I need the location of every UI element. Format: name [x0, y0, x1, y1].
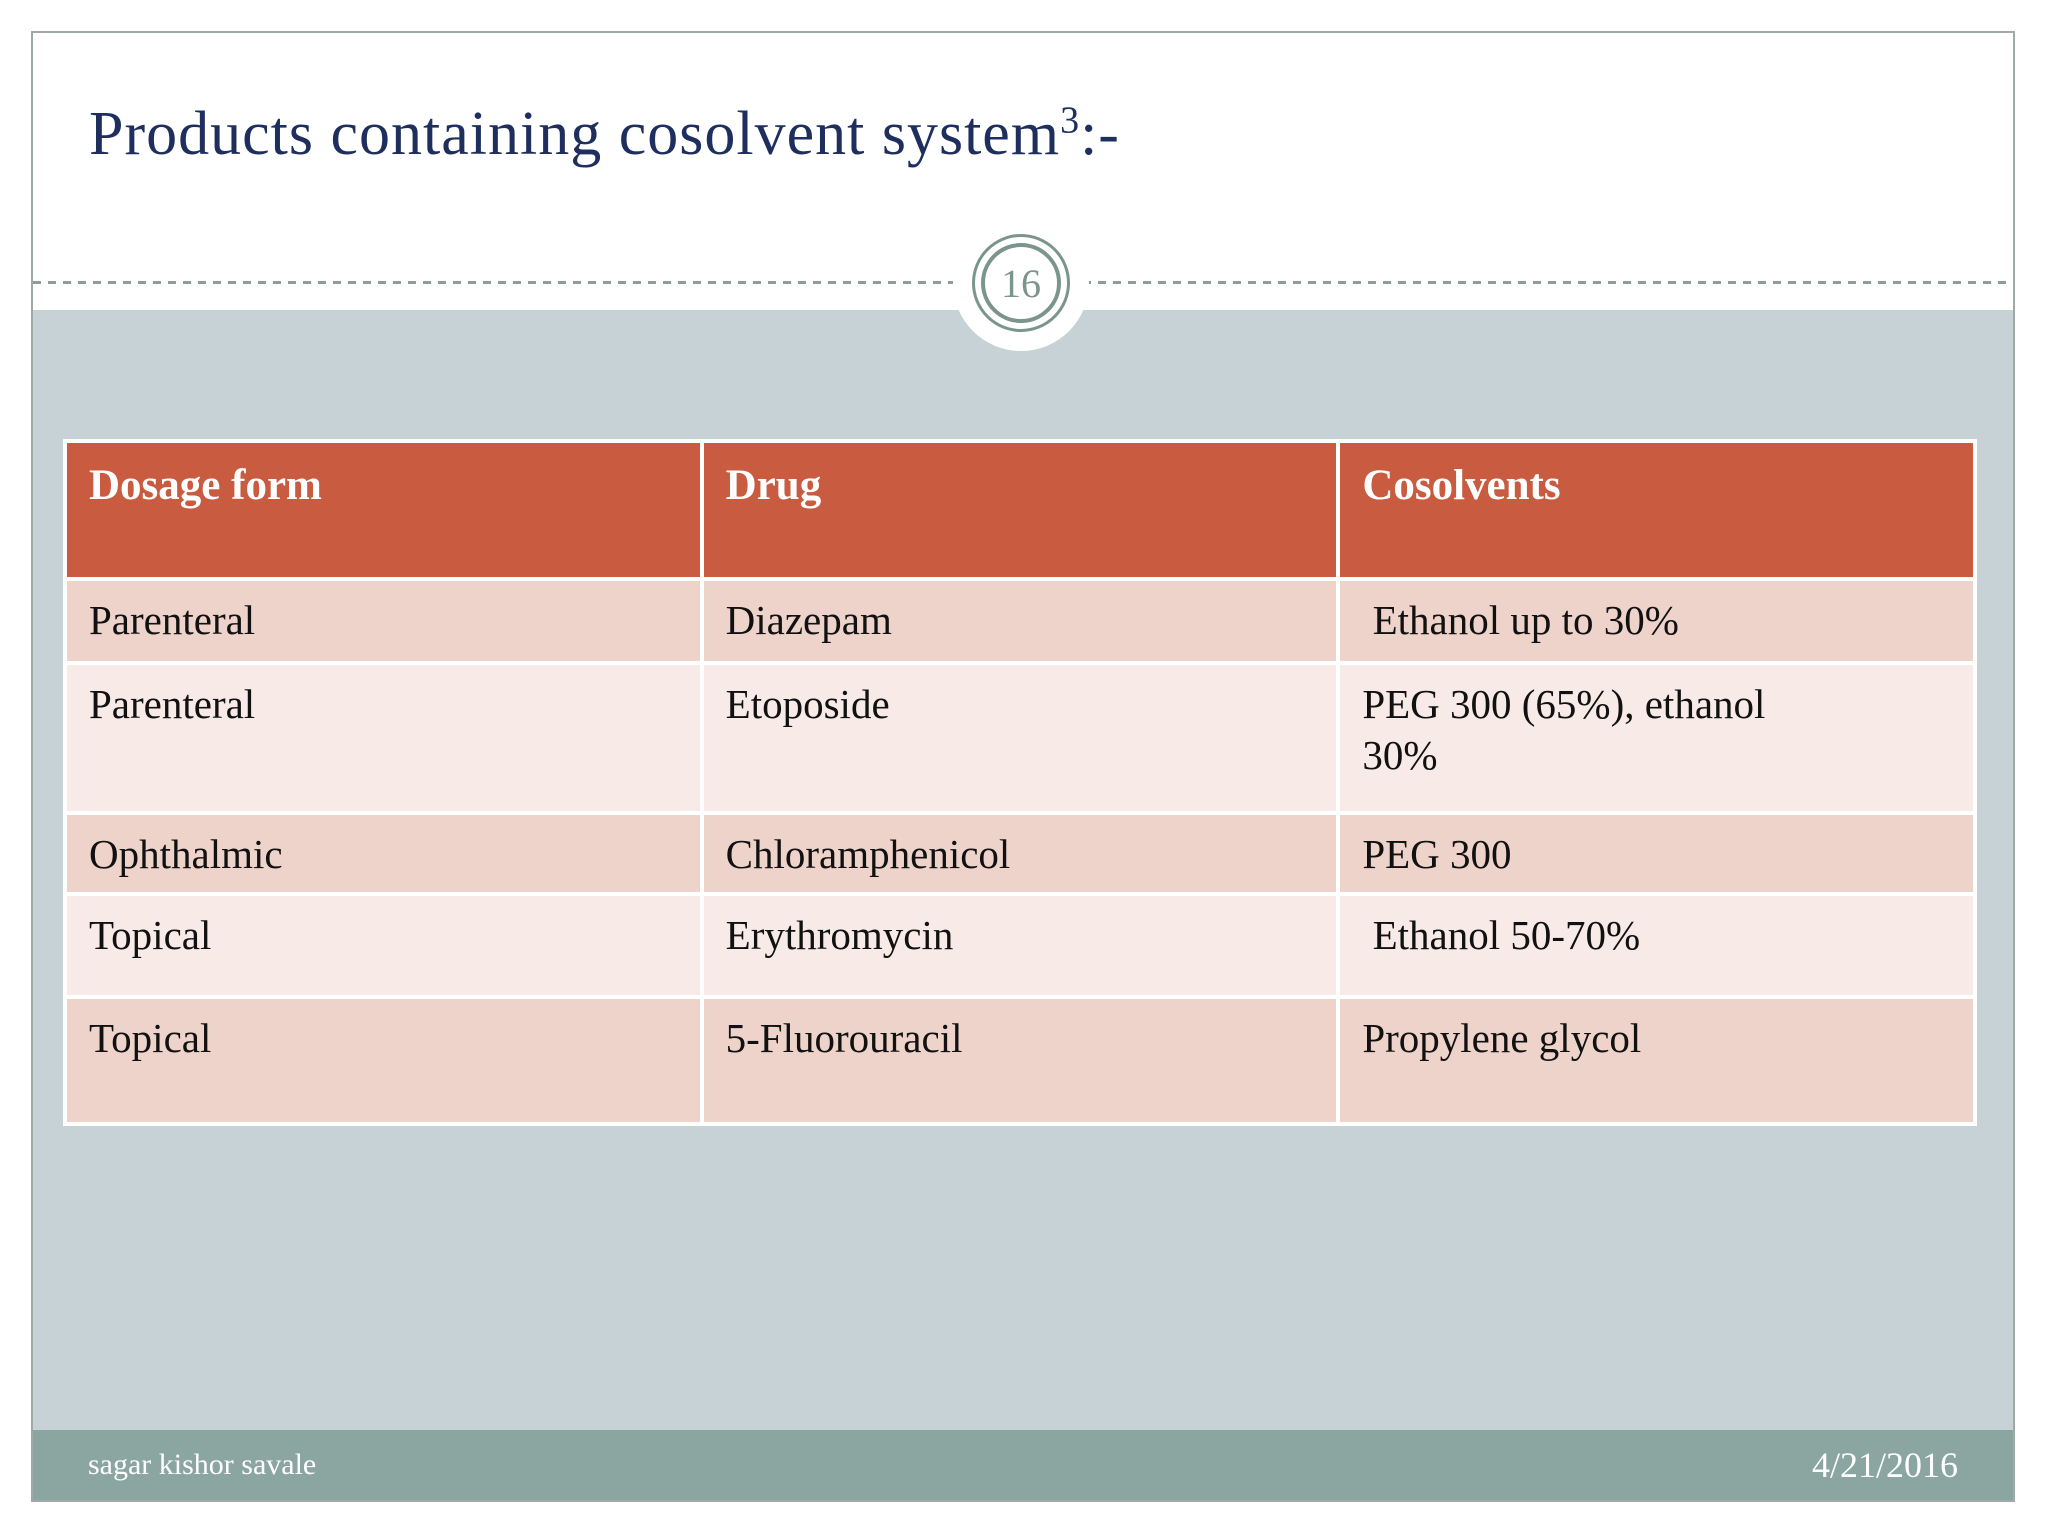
- table-cell: Parenteral: [67, 665, 700, 811]
- footer-bar: sagar kishor savale 4/21/2016: [33, 1430, 2013, 1500]
- footer-author: sagar kishor savale: [88, 1448, 317, 1481]
- table-row: Parenteral Etoposide PEG 300 (65%), etha…: [67, 665, 1973, 811]
- slide-title-text: Products containing cosolvent system: [89, 100, 1061, 168]
- slide: Products containing cosolvent system3:- …: [31, 31, 2015, 1502]
- table-cell: Parenteral: [67, 581, 700, 661]
- page-number: 16: [1001, 260, 1041, 306]
- table-row: Topical 5-Fluorouracil Propylene glycol: [67, 999, 1973, 1122]
- table-cell: Ethanol up to 30%: [1340, 581, 1973, 661]
- table-cell: Ethanol 50-70%: [1340, 896, 1973, 995]
- footer-date: 4/21/2016: [1811, 1445, 1958, 1485]
- table-cell: PEG 300: [1340, 815, 1973, 892]
- table-cell: 5-Fluorouracil: [703, 999, 1337, 1122]
- page-number-ring-inner: [981, 243, 1061, 323]
- slide-title-superscript: 3: [1060, 99, 1081, 142]
- slide-title: Products containing cosolvent system3:-: [89, 99, 1120, 170]
- table-row: Parenteral Diazepam Ethanol up to 30%: [67, 581, 1973, 661]
- table-cell: Topical: [67, 896, 700, 995]
- header-cell-drug: Drug: [703, 443, 1337, 577]
- cosolvents-table: Dosage form Drug Cosolvents Parenteral D…: [63, 439, 1977, 1126]
- slide-title-suffix: :-: [1080, 100, 1120, 168]
- header-cell-cosolvents: Cosolvents: [1340, 443, 1973, 577]
- table-cell: PEG 300 (65%), ethanol 30%: [1340, 665, 1973, 811]
- table-cell: Chloramphenicol: [703, 815, 1337, 892]
- table-cell: Propylene glycol: [1340, 999, 1973, 1122]
- table-row: Ophthalmic Chloramphenicol PEG 300: [67, 815, 1973, 892]
- table-header-row: Dosage form Drug Cosolvents: [67, 443, 1973, 577]
- table-cell: Ophthalmic: [67, 815, 700, 892]
- table-cell: Etoposide: [703, 665, 1337, 811]
- header-cell-dosage-form: Dosage form: [67, 443, 700, 577]
- table-row: Topical Erythromycin Ethanol 50-70%: [67, 896, 1973, 995]
- table-cell: Erythromycin: [703, 896, 1337, 995]
- page-number-badge: 16: [953, 215, 1089, 351]
- table-cell: Diazepam: [703, 581, 1337, 661]
- table-cell: Topical: [67, 999, 700, 1122]
- page-number-ring-outer: [972, 234, 1070, 332]
